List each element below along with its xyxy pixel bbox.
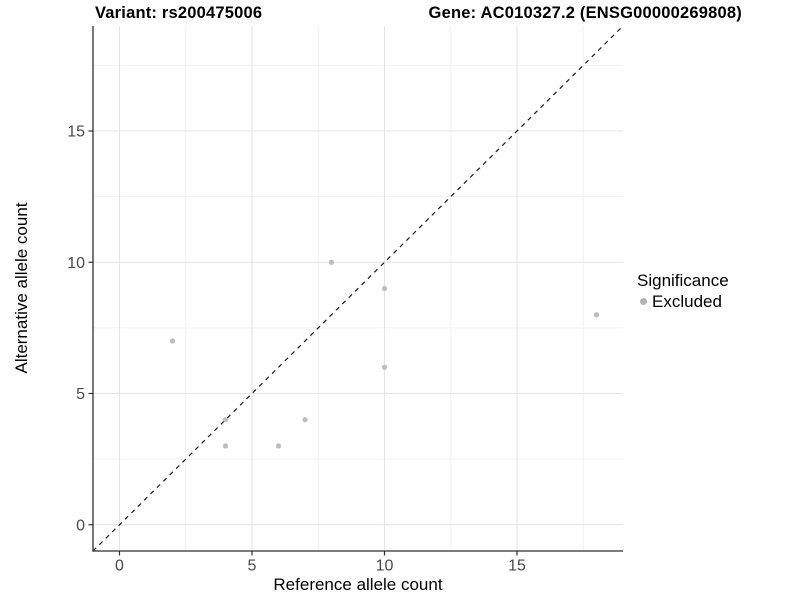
y-tick-label: 15 <box>67 124 85 141</box>
data-point <box>593 312 600 318</box>
y-tick-label: 10 <box>67 255 85 272</box>
legend-point-icon <box>640 298 647 305</box>
legend: Significance Excluded <box>637 271 729 311</box>
data-point <box>328 259 335 265</box>
legend-title: Significance <box>637 271 729 290</box>
y-axis-title: Alternative allele count <box>12 202 31 374</box>
data-point <box>222 443 229 449</box>
legend-item-label: Excluded <box>652 292 722 311</box>
plot-title-gene: Gene: AC010327.2 (ENSG00000269808) <box>428 4 742 22</box>
data-point <box>302 417 308 423</box>
plot-title-variant: Variant: rs200475006 <box>95 4 263 22</box>
legend-item-excluded: Excluded <box>637 292 729 311</box>
data-point <box>275 443 282 449</box>
y-tick-label: 5 <box>76 386 85 403</box>
data-point <box>169 338 176 344</box>
data-point <box>381 364 388 370</box>
x-tick-label: 10 <box>376 558 394 575</box>
data-point <box>222 417 229 423</box>
x-tick-label: 0 <box>115 558 124 575</box>
x-tick-label: 15 <box>508 558 526 575</box>
identity-line <box>92 25 624 552</box>
y-tick-label: 0 <box>76 517 85 534</box>
x-axis-title: Reference allele count <box>273 575 443 594</box>
data-point <box>381 285 388 292</box>
x-tick-label: 5 <box>248 558 257 575</box>
